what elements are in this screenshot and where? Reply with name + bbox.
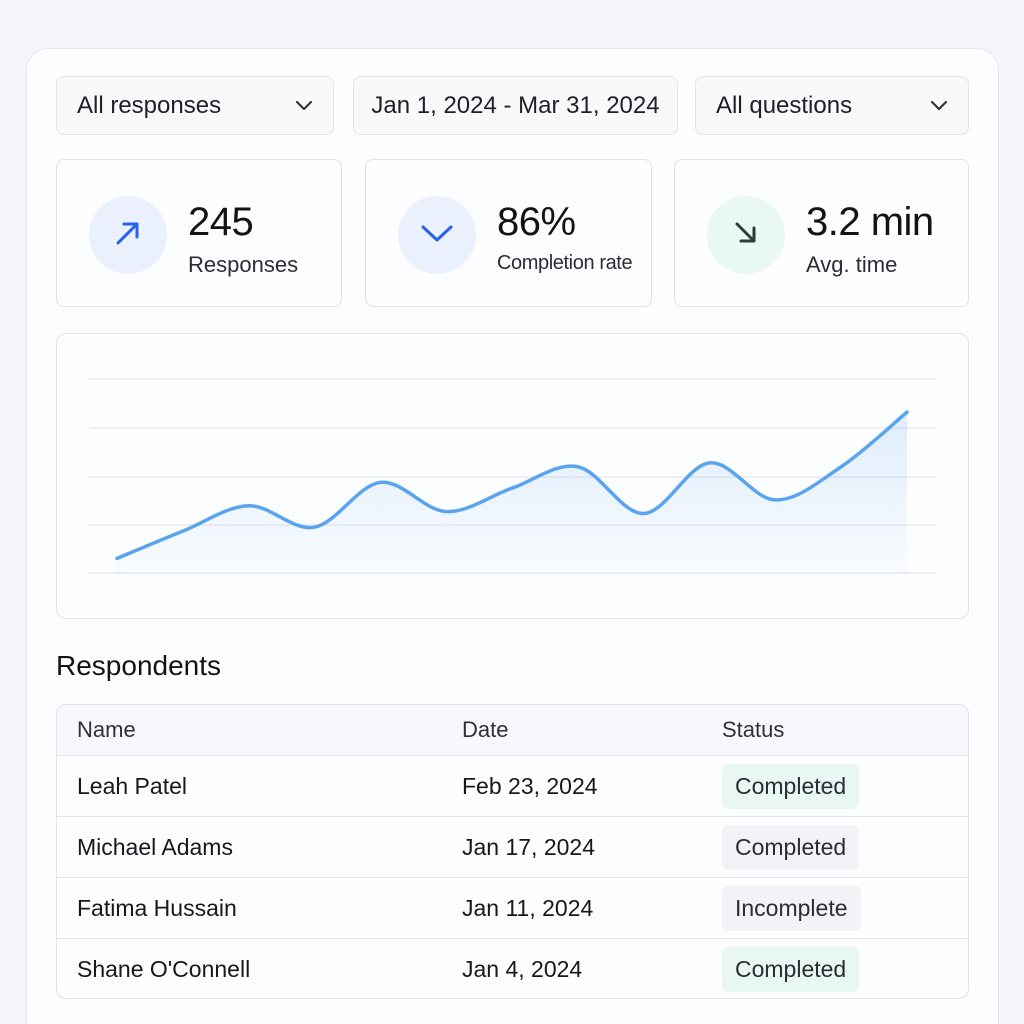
respondent-date: Jan 4, 2024: [462, 956, 583, 982]
status-badge: Completed: [722, 947, 860, 992]
table-header: Name Date Status: [57, 705, 968, 756]
questions-filter-dropdown[interactable]: All questions: [695, 76, 969, 135]
date-range-picker[interactable]: Jan 1, 2024 - Mar 31, 2024: [353, 76, 678, 135]
respondent-date: Feb 23, 2024: [462, 772, 598, 799]
responses-chart: [56, 333, 969, 619]
stat-value: 245: [188, 200, 254, 244]
chart-svg: [89, 378, 937, 574]
series-line: [115, 410, 909, 561]
table-row[interactable]: Leah Patel Feb 23, 2024 Completed: [57, 756, 968, 817]
respondent-date: Jan 11, 2024: [462, 894, 594, 921]
chevron-down-icon: [930, 97, 948, 115]
respondent-name: Leah Patel: [77, 772, 187, 799]
column-header-name[interactable]: Name: [77, 717, 136, 742]
stat-card-completion-rate: 86% Completion rate: [365, 159, 652, 307]
table-row[interactable]: Fatima Hussain Jan 11, 2024 Incomplete: [57, 878, 968, 939]
date-range-label: Jan 1, 2024 - Mar 31, 2024: [371, 91, 660, 119]
table-row[interactable]: Michael Adams Jan 17, 2024 Completed: [57, 817, 968, 878]
stat-icon-circle: [707, 196, 785, 274]
respondent-date: Jan 17, 2024: [462, 833, 596, 860]
stat-card-avg-time: 3.2 min Avg. time: [674, 159, 969, 307]
responses-filter-label: All responses: [77, 91, 222, 119]
respondent-name: Michael Adams: [77, 833, 233, 860]
section-title-respondents: Respondents: [56, 650, 222, 681]
stat-label: Avg. time: [806, 252, 898, 277]
responses-filter-dropdown[interactable]: All responses: [56, 76, 334, 135]
stat-label: Responses: [188, 252, 299, 277]
stat-value: 86%: [497, 200, 576, 244]
status-badge: Completed: [722, 763, 860, 809]
stat-icon-circle: [89, 196, 167, 274]
chevron-down-icon: [295, 97, 313, 115]
stat-value: 3.2 min: [806, 200, 934, 244]
check-icon: [420, 221, 454, 250]
arrow-up-right-icon: [113, 218, 143, 253]
respondent-name: Fatima Hussain: [77, 894, 237, 921]
questions-filter-label: All questions: [716, 91, 853, 119]
column-header-date[interactable]: Date: [462, 717, 509, 742]
stat-card-responses: 245 Responses: [56, 159, 342, 307]
status-badge: Completed: [722, 824, 860, 870]
respondents-table: Name Date Status Leah Patel Feb 23, 2024…: [56, 704, 969, 999]
arrow-down-right-icon: [732, 219, 760, 252]
stat-label: Completion rate: [497, 252, 633, 274]
status-badge: Incomplete: [722, 885, 861, 931]
respondent-name: Shane O'Connell: [77, 956, 251, 982]
table-row[interactable]: Shane O'Connell Jan 4, 2024 Completed: [57, 939, 968, 998]
series-area: [117, 412, 907, 574]
stat-icon-circle: [398, 196, 476, 274]
column-header-status[interactable]: Status: [722, 717, 785, 742]
